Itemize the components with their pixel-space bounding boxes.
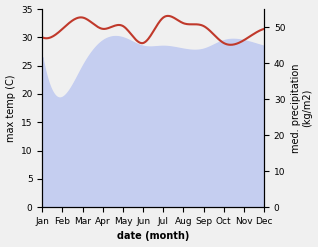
Y-axis label: med. precipitation
(kg/m2): med. precipitation (kg/m2) [291,63,313,153]
Y-axis label: max temp (C): max temp (C) [5,74,16,142]
X-axis label: date (month): date (month) [117,231,190,242]
